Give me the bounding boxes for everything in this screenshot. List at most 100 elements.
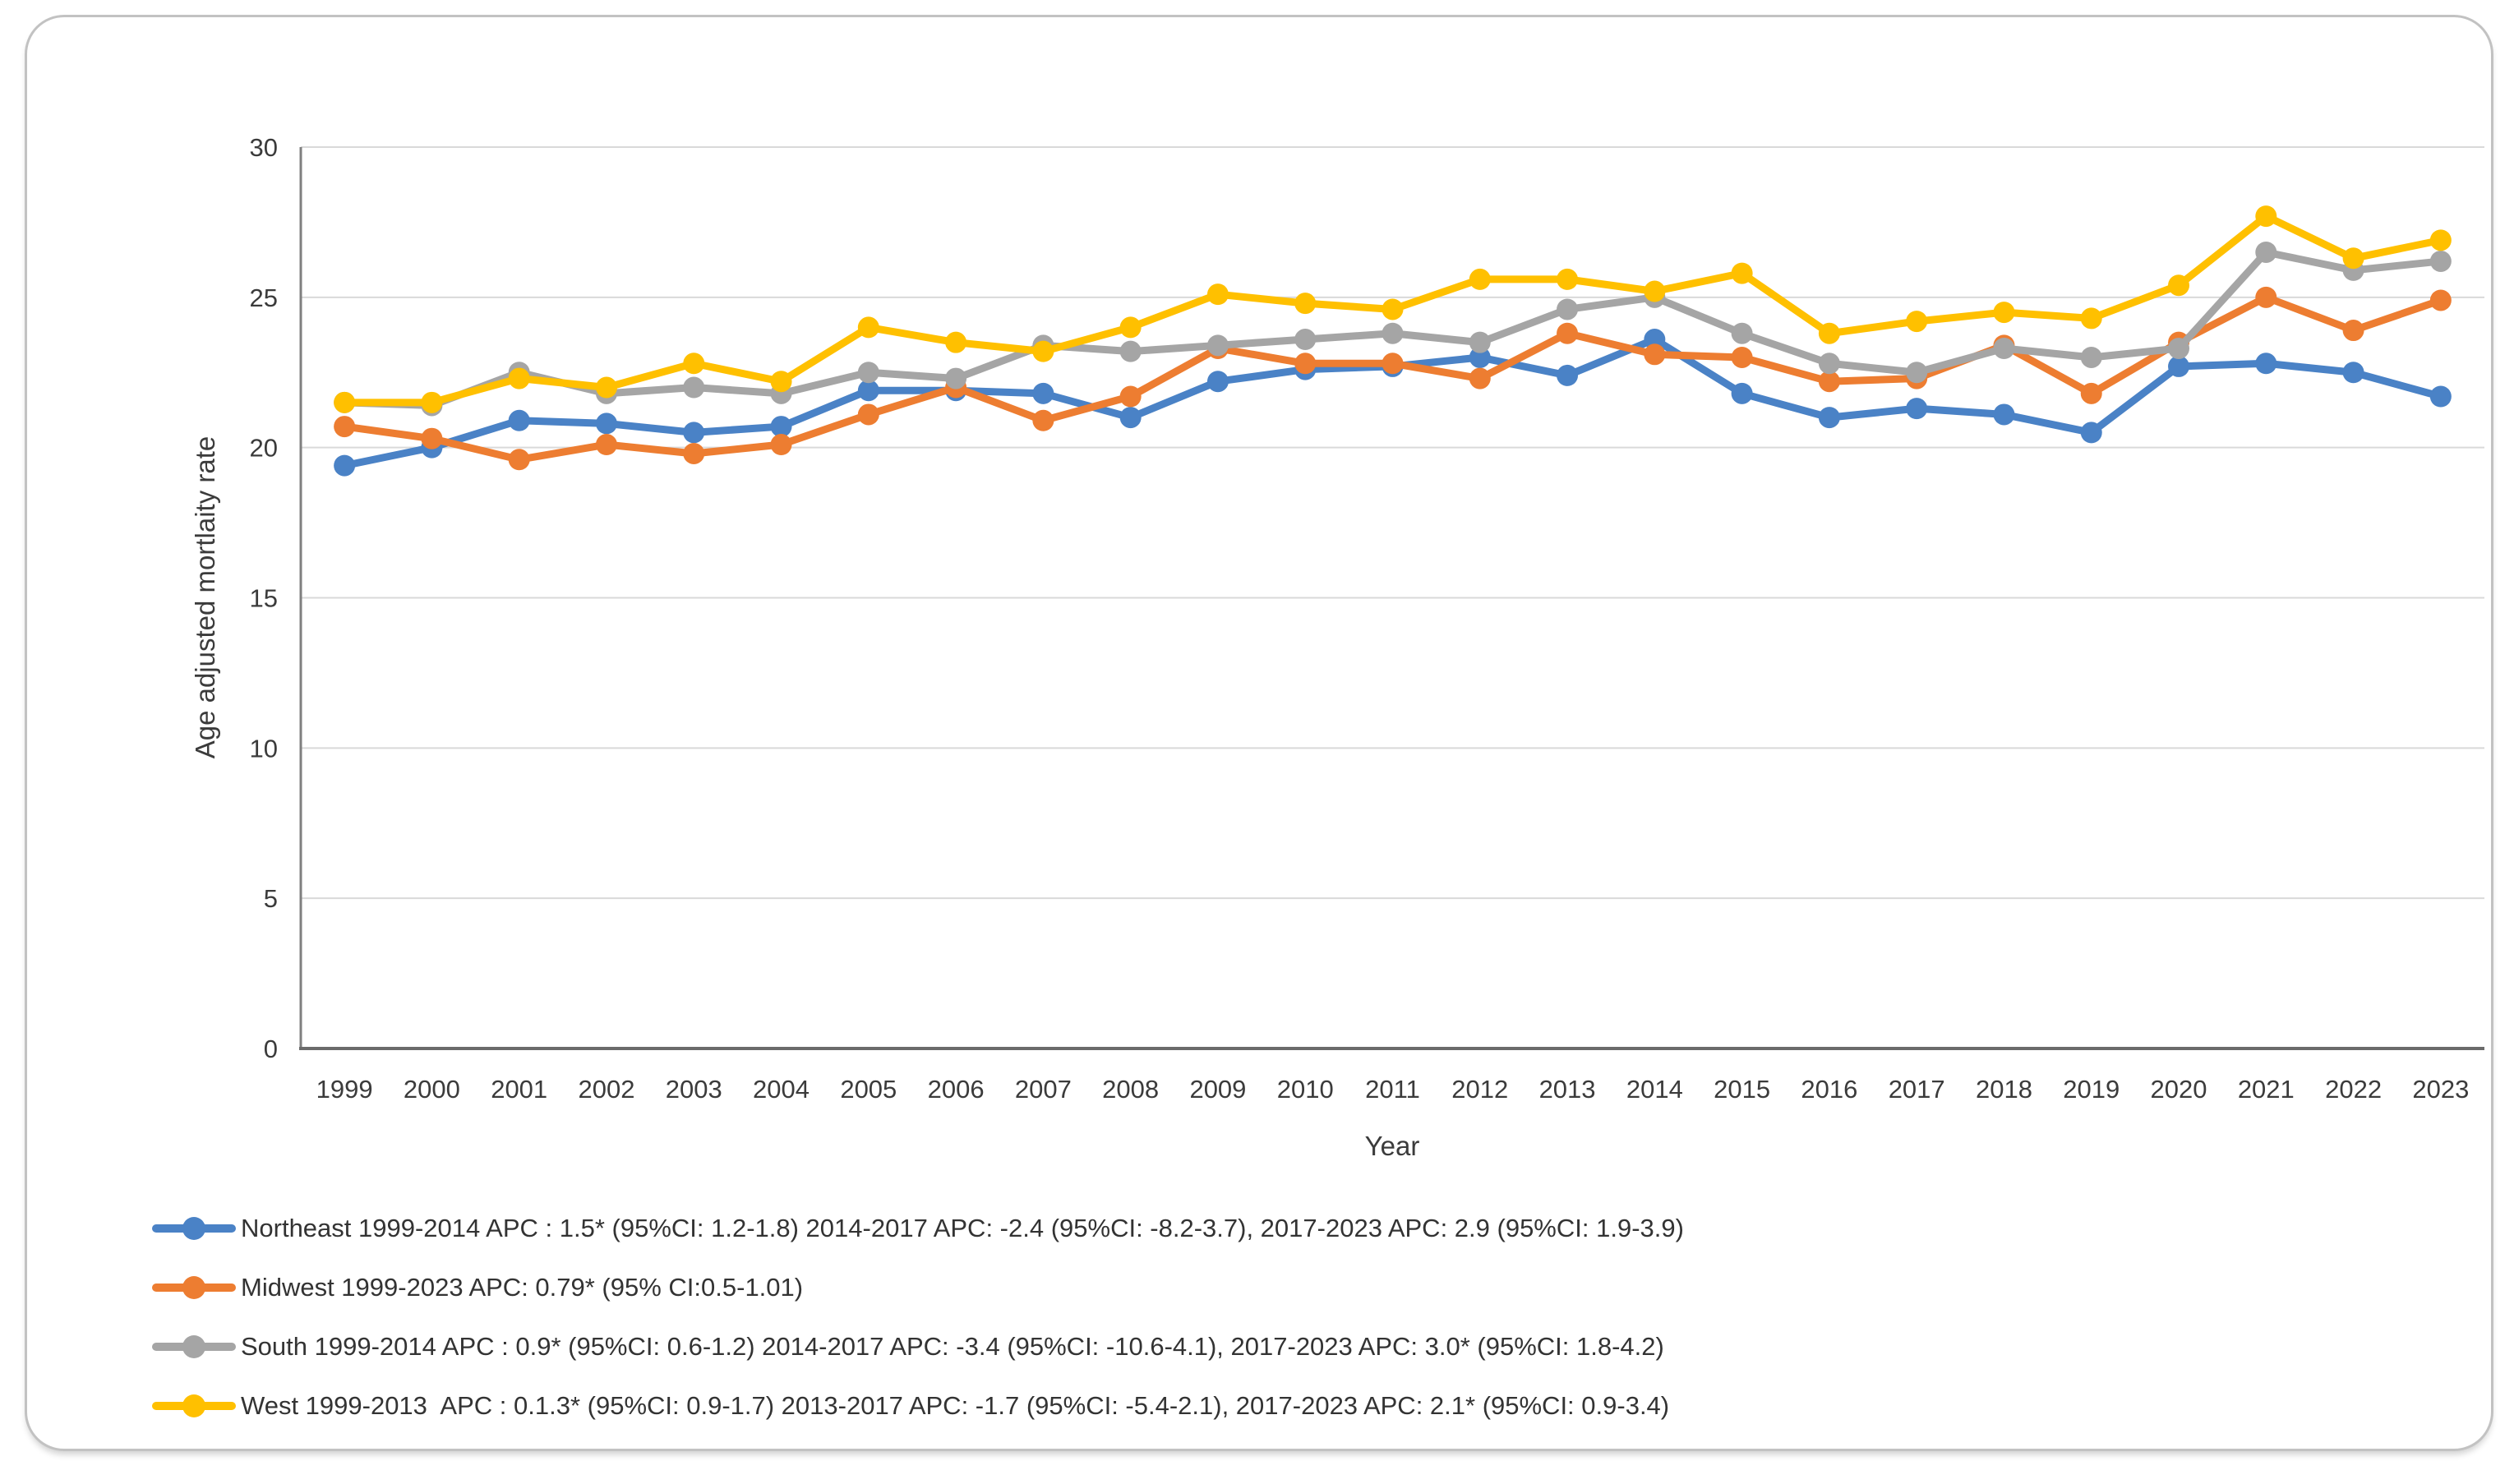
chart-legend: Northeast 1999-2014 APC : 1.5* (95%CI: 1… [152, 1210, 1684, 1447]
data-point-midwest-2003 [683, 442, 705, 464]
data-point-midwest-2019 [2080, 382, 2102, 404]
axes [299, 147, 2484, 1050]
y-tick-label-30: 30 [250, 133, 278, 162]
legend-item-west: West 1999-2013 APC : 0.1.3* (95%CI: 0.9-… [152, 1388, 1684, 1424]
x-tick-label-2007: 2007 [1015, 1075, 1072, 1104]
data-point-midwest-2007 [1032, 409, 1054, 431]
x-axis-title: Year [1365, 1131, 1420, 1161]
x-tick-label-2023: 2023 [2412, 1075, 2469, 1104]
data-point-midwest-2010 [1294, 353, 1317, 375]
data-point-west-2002 [595, 376, 617, 399]
data-point-south-2018 [1993, 337, 2015, 359]
data-point-northeast-2014 [1644, 329, 1666, 351]
x-tick-label-2004: 2004 [753, 1075, 810, 1104]
x-tick-label-2012: 2012 [1451, 1075, 1508, 1104]
data-point-west-2021 [2255, 205, 2277, 228]
data-point-midwest-2012 [1469, 367, 1491, 389]
data-point-west-2016 [1818, 322, 1840, 344]
data-point-midwest-2008 [1119, 385, 1142, 408]
legend-item-northeast: Northeast 1999-2014 APC : 1.5* (95%CI: 1… [152, 1210, 1684, 1247]
data-point-northeast-2012 [1469, 346, 1491, 368]
data-point-south-2020 [2168, 337, 2190, 359]
data-point-west-2015 [1731, 262, 1753, 284]
y-tick-label-5: 5 [264, 884, 278, 913]
x-tick-label-2018: 2018 [1976, 1075, 2032, 1104]
data-point-west-2022 [2342, 247, 2364, 270]
x-tick-label-2008: 2008 [1102, 1075, 1159, 1104]
y-tick-label-10: 10 [250, 734, 278, 763]
data-point-northeast-2005 [857, 380, 879, 402]
data-point-west-2017 [1906, 311, 1928, 333]
data-point-midwest-2023 [2429, 289, 2452, 311]
x-tick-label-2020: 2020 [2151, 1075, 2207, 1104]
x-tick-label-2019: 2019 [2063, 1075, 2120, 1104]
data-point-south-2005 [857, 362, 879, 384]
data-point-west-2004 [770, 371, 792, 393]
data-point-midwest-2005 [857, 403, 879, 426]
data-point-midwest-2001 [508, 449, 530, 471]
data-point-south-2006 [945, 367, 967, 389]
data-point-south-2021 [2255, 241, 2277, 263]
x-tick-label-2003: 2003 [666, 1075, 722, 1104]
x-tick-label-2013: 2013 [1539, 1075, 1596, 1104]
data-point-midwest-2015 [1731, 346, 1753, 368]
data-point-northeast-2004 [770, 416, 792, 438]
data-point-west-2019 [2080, 307, 2102, 330]
data-point-midwest-2004 [770, 434, 792, 456]
data-point-south-2009 [1206, 334, 1229, 357]
data-point-northeast-1999 [334, 454, 356, 477]
data-point-northeast-2007 [1032, 382, 1054, 404]
tick-labels: 0 5 10 15 20 25 30 1999 2000 2001 2002 2003 2004 2005… [250, 133, 2470, 1104]
data-point-west-2008 [1119, 316, 1142, 339]
y-tick-label-25: 25 [250, 283, 278, 312]
midwest-line-marker-icon [152, 1276, 236, 1299]
legend-label-northeast: Northeast 1999-2014 APC : 1.5* (95%CI: 1… [241, 1214, 1684, 1242]
data-point-west-2013 [1557, 268, 1579, 290]
data-point-south-2015 [1731, 322, 1753, 344]
x-tick-label-2022: 2022 [2325, 1075, 2382, 1104]
data-point-northeast-2020 [2168, 355, 2190, 377]
data-point-south-2019 [2080, 346, 2102, 368]
data-point-northeast-2009 [1206, 371, 1229, 393]
data-point-midwest-2000 [421, 427, 443, 449]
data-point-west-2003 [683, 353, 705, 375]
midwest-dot-icon [182, 1276, 205, 1299]
south-dot-icon [182, 1335, 205, 1358]
data-point-northeast-2017 [1906, 398, 1928, 420]
y-tick-label-0: 0 [264, 1035, 278, 1063]
data-point-west-2014 [1644, 280, 1666, 302]
west-dot-icon [182, 1394, 205, 1417]
data-point-west-2006 [945, 331, 967, 353]
legend-label-west: West 1999-2013 APC : 0.1.3* (95%CI: 0.9-… [241, 1391, 1670, 1420]
data-point-south-2012 [1469, 331, 1491, 353]
data-point-midwest-2016 [1818, 371, 1840, 393]
figure-card: 0 5 10 15 20 25 30 1999 2000 2001 2002 2003 2004 2005… [25, 15, 2493, 1451]
x-tick-label-2009: 2009 [1189, 1075, 1246, 1104]
x-tick-label-2021: 2021 [2238, 1075, 2295, 1104]
x-tick-label-2002: 2002 [578, 1075, 634, 1104]
x-tick-label-1999: 1999 [316, 1075, 373, 1104]
data-point-west-1999 [334, 391, 356, 413]
data-point-south-2016 [1818, 353, 1840, 375]
x-tick-label-2006: 2006 [928, 1075, 985, 1104]
data-point-west-2011 [1382, 298, 1404, 320]
y-tick-label-15: 15 [250, 584, 278, 613]
data-point-northeast-2013 [1557, 364, 1579, 386]
data-point-west-2000 [421, 391, 443, 413]
data-point-south-2011 [1382, 322, 1404, 344]
data-point-midwest-2014 [1644, 343, 1666, 366]
south-line-marker-icon [152, 1335, 236, 1358]
line-chart: 0 5 10 15 20 25 30 1999 2000 2001 2002 2003 2004 2005… [190, 133, 2484, 1161]
y-axis-title: Age adjusted mortlaity rate [190, 436, 220, 759]
legend-item-south: South 1999-2014 APC : 0.9* (95%CI: 0.6-1… [152, 1329, 1684, 1365]
data-point-midwest-2011 [1382, 353, 1404, 375]
data-point-south-2008 [1119, 340, 1142, 362]
data-point-midwest-1999 [334, 416, 356, 438]
x-tick-label-2011: 2011 [1365, 1075, 1420, 1104]
x-tick-label-2017: 2017 [1889, 1075, 1945, 1104]
x-tick-label-2005: 2005 [840, 1075, 897, 1104]
data-point-south-2013 [1557, 298, 1579, 320]
data-point-northeast-2018 [1993, 403, 2015, 426]
data-point-northeast-2001 [508, 409, 530, 431]
data-series [334, 205, 2452, 477]
